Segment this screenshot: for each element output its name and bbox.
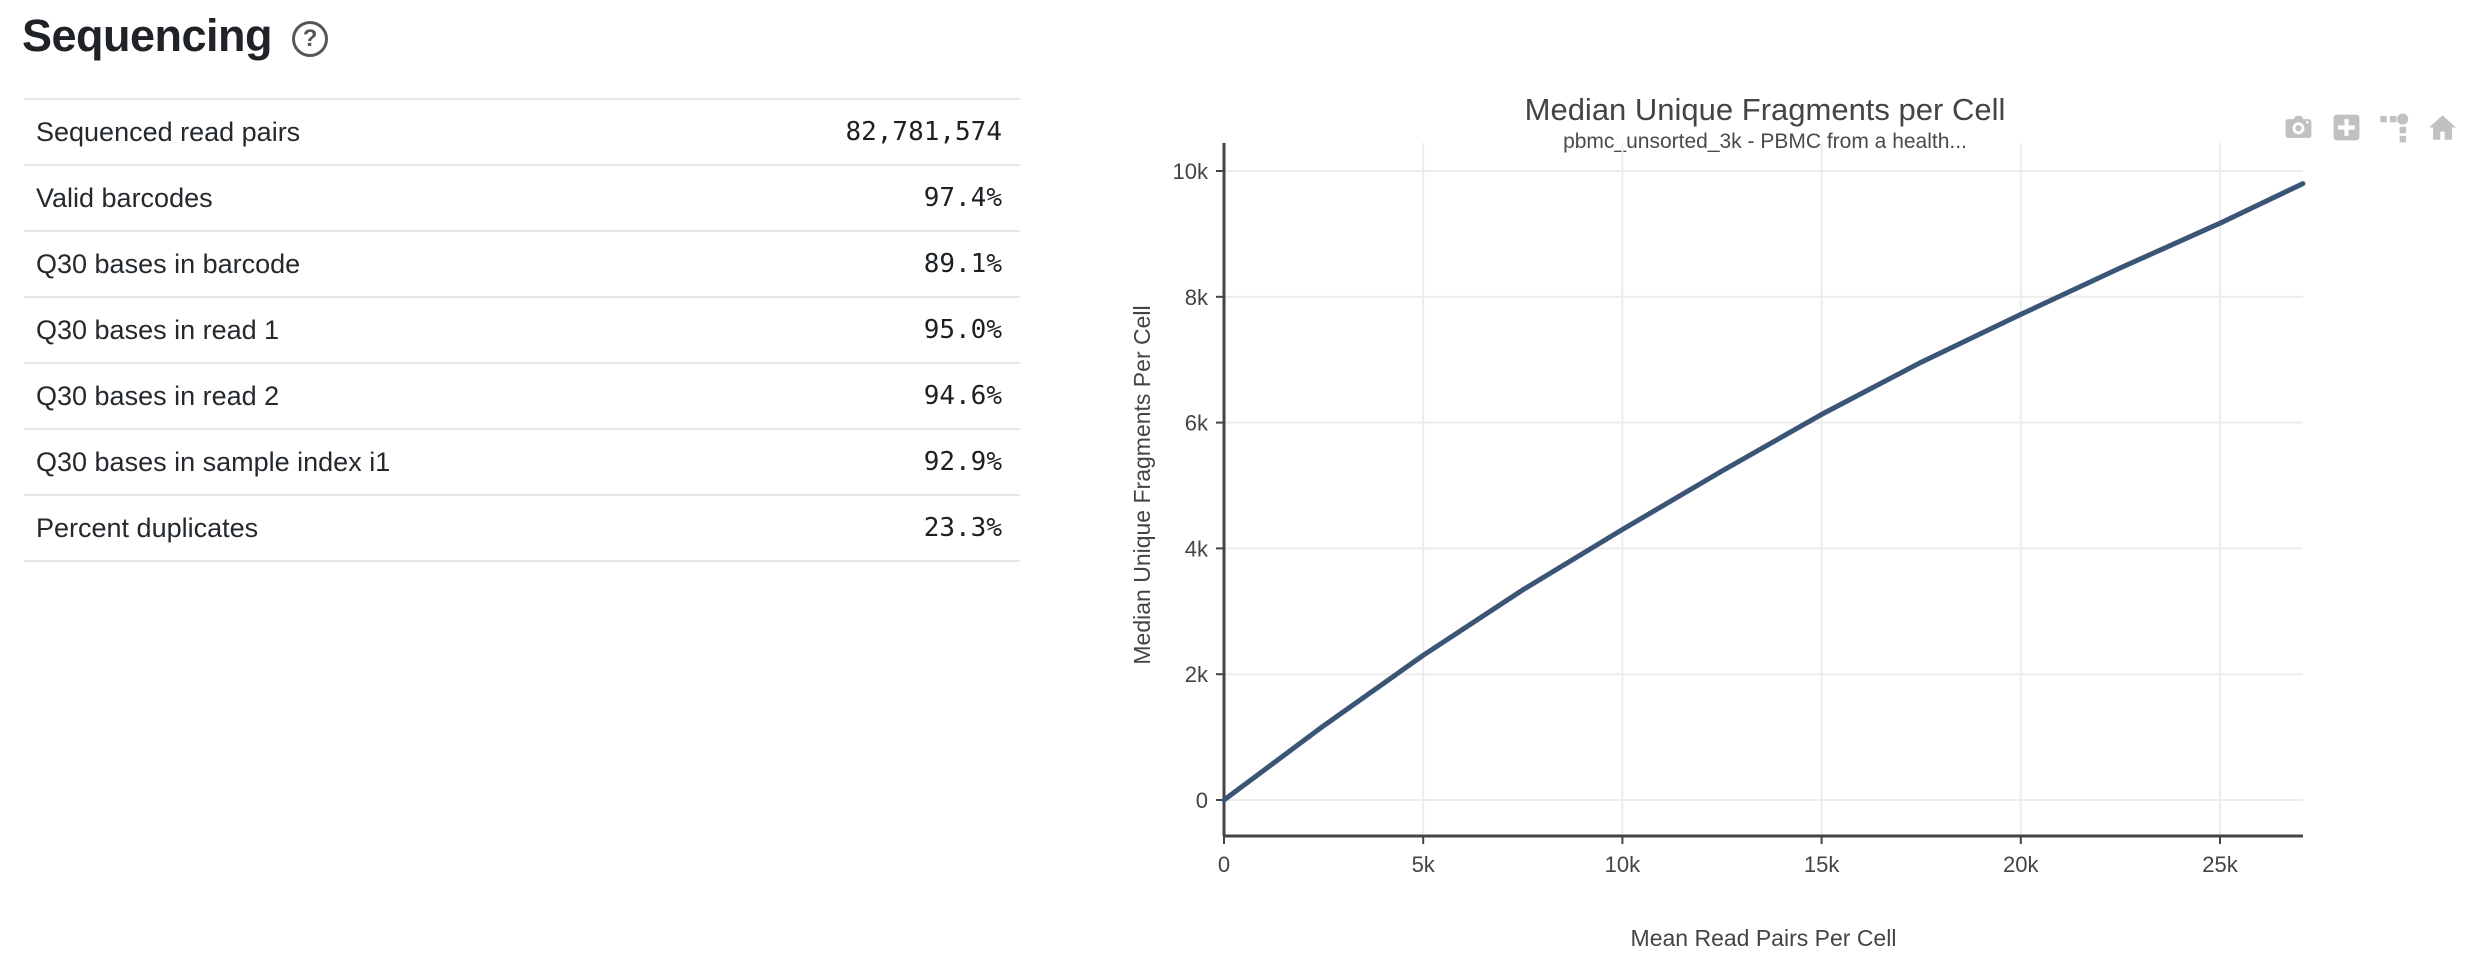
chart-subtitle: pbmc_unsorted_3k - PBMC from a health...	[1563, 130, 1967, 153]
y-tick-label: 0	[1196, 788, 1208, 813]
x-tick-label: 5k	[1412, 852, 1436, 877]
metric-label: Q30 bases in barcode	[36, 248, 301, 279]
x-tick-label: 15k	[1804, 852, 1840, 877]
fragments-per-cell-plot[interactable]: 0 2k 4k 6k 8k 10k 0 5k 10k 15k 20k 25k Mean Read Pai…	[1130, 80, 2470, 970]
metric-label: Sequenced read pairs	[36, 116, 301, 147]
metric-value: 97.4%	[923, 183, 1002, 213]
y-tick-label: 4k	[1185, 536, 1209, 561]
table-row: Percent duplicates 23.3%	[24, 495, 1020, 561]
table-row: Valid barcodes 97.4%	[24, 165, 1020, 231]
x-tick-label: 0	[1218, 852, 1230, 877]
zoom-in-icon[interactable]	[2331, 112, 2362, 143]
chart-panel: Median Unique Fragments per Cell pbmc_un…	[1130, 80, 2470, 970]
metric-value: 23.3%	[923, 513, 1002, 543]
metric-value: 89.1%	[923, 249, 1002, 279]
section-title: Sequencing	[22, 10, 273, 61]
camera-icon[interactable]	[2283, 112, 2314, 143]
x-tick-label: 10k	[1605, 852, 1641, 877]
spike-lines-icon[interactable]	[2379, 112, 2410, 143]
table-row: Q30 bases in read 1 95.0%	[24, 297, 1020, 363]
y-tick-label: 2k	[1185, 662, 1209, 687]
x-tick-label: 25k	[2202, 852, 2238, 877]
metric-label: Q30 bases in sample index i1	[36, 446, 391, 477]
chart-title: Median Unique Fragments per Cell	[1524, 92, 2006, 127]
metric-value: 92.9%	[923, 447, 1002, 477]
table-row: Sequenced read pairs 82,781,574	[24, 99, 1020, 165]
y-tick-label: 8k	[1185, 285, 1209, 310]
home-icon[interactable]	[2427, 112, 2458, 143]
table-row: Q30 bases in barcode 89.1%	[24, 231, 1020, 297]
help-icon[interactable]: ?	[292, 21, 329, 57]
metric-value: 94.6%	[923, 381, 1002, 411]
table-row: Q30 bases in sample index i1 92.9%	[24, 429, 1020, 495]
table-row: Q30 bases in read 2 94.6%	[24, 363, 1020, 429]
y-tick-label: 10k	[1173, 159, 1209, 184]
median-fragments-curve[interactable]	[1221, 181, 2306, 803]
metric-value: 95.0%	[923, 315, 1002, 345]
metric-label: Valid barcodes	[36, 182, 213, 213]
metric-label: Q30 bases in read 1	[36, 314, 280, 345]
y-axis-title: Median Unique Fragments Per Cell	[1130, 305, 1155, 664]
section-header: Sequencing ?	[22, 10, 1022, 62]
plotly-modebar	[2283, 112, 2458, 143]
x-axis-title: Mean Read Pairs Per Cell	[1631, 925, 1897, 951]
y-tick-label: 6k	[1185, 411, 1209, 436]
x-tick-label: 20k	[2003, 852, 2039, 877]
metrics-table: Sequenced read pairs 82,781,574 Valid barc…	[24, 98, 1020, 562]
sequencing-section: Sequencing ? Sequenced read pairs 82,781,…	[22, 10, 1022, 561]
metric-label: Q30 bases in read 2	[36, 380, 280, 411]
metric-value: 82,781,574	[845, 117, 1002, 147]
metric-label: Percent duplicates	[36, 512, 259, 543]
